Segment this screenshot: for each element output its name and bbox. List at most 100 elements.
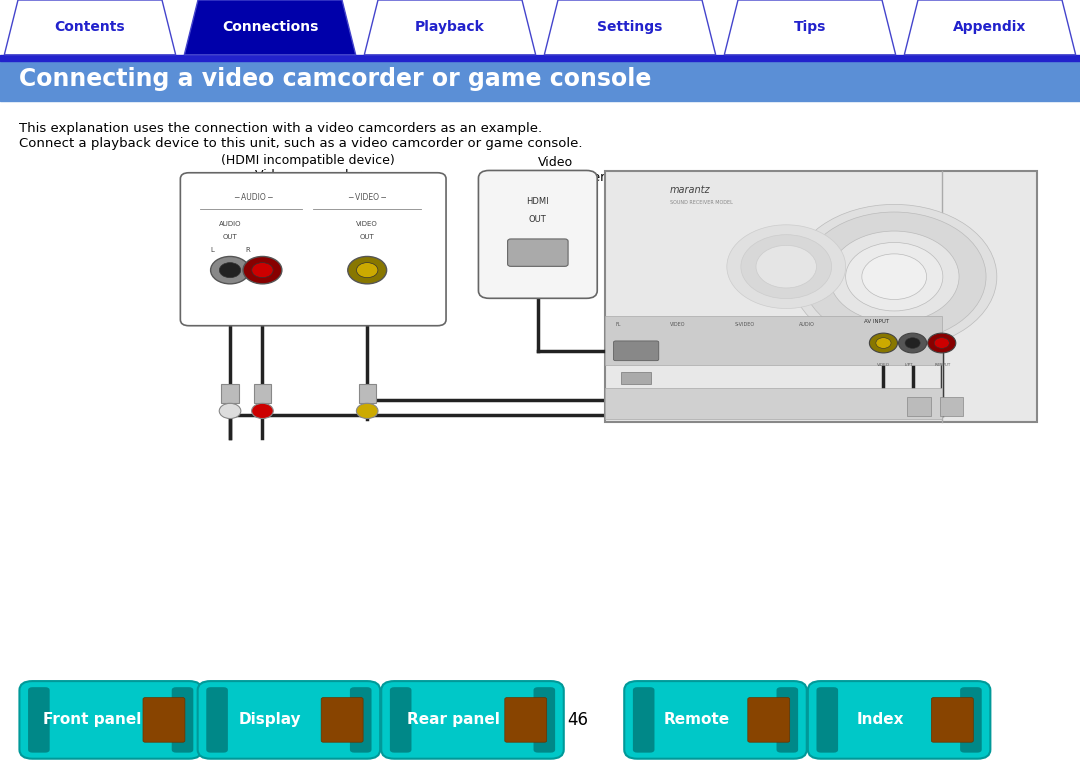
Polygon shape	[4, 0, 176, 55]
Text: Remote: Remote	[663, 712, 730, 728]
Text: (HDMI incompatible device): (HDMI incompatible device)	[221, 154, 394, 167]
Text: 46: 46	[567, 711, 589, 729]
Circle shape	[356, 403, 378, 419]
FancyBboxPatch shape	[613, 341, 659, 361]
Polygon shape	[185, 0, 355, 55]
FancyBboxPatch shape	[28, 687, 50, 753]
Circle shape	[928, 333, 956, 353]
Text: L: L	[211, 247, 215, 253]
Text: HDMI: HDMI	[527, 197, 549, 206]
Circle shape	[741, 234, 832, 298]
Circle shape	[356, 263, 378, 278]
Bar	[907, 397, 931, 416]
Bar	[221, 384, 239, 403]
Bar	[605, 388, 942, 419]
Text: ─ AUDIO ─: ─ AUDIO ─	[234, 193, 273, 202]
FancyBboxPatch shape	[172, 687, 193, 753]
Text: AUDIO: AUDIO	[799, 322, 815, 327]
Text: Rear panel: Rear panel	[407, 712, 500, 728]
Text: Contents: Contents	[55, 21, 125, 34]
Text: OUT: OUT	[529, 215, 546, 224]
Bar	[0, 55, 1080, 61]
Bar	[359, 384, 376, 403]
Circle shape	[243, 256, 282, 284]
FancyBboxPatch shape	[321, 698, 363, 742]
FancyBboxPatch shape	[808, 681, 990, 759]
Circle shape	[252, 403, 273, 419]
FancyBboxPatch shape	[180, 173, 446, 326]
Text: Video camcorder: Video camcorder	[255, 169, 361, 182]
FancyBboxPatch shape	[504, 698, 546, 742]
Bar	[605, 316, 942, 365]
FancyBboxPatch shape	[605, 171, 1037, 422]
FancyBboxPatch shape	[816, 687, 838, 753]
FancyBboxPatch shape	[143, 698, 185, 742]
Circle shape	[792, 205, 997, 349]
Text: L/PT: L/PT	[905, 363, 914, 367]
Text: R/INPUT: R/INPUT	[934, 363, 950, 367]
Circle shape	[252, 263, 273, 278]
FancyBboxPatch shape	[534, 687, 555, 753]
Text: Tips: Tips	[794, 21, 826, 34]
FancyBboxPatch shape	[777, 687, 798, 753]
FancyBboxPatch shape	[508, 239, 568, 266]
FancyBboxPatch shape	[390, 687, 411, 753]
FancyBboxPatch shape	[381, 681, 564, 759]
Bar	[254, 384, 271, 403]
Circle shape	[862, 254, 927, 300]
Text: Appendix: Appendix	[954, 21, 1027, 34]
FancyBboxPatch shape	[478, 170, 597, 298]
Text: VIDEO: VIDEO	[670, 322, 685, 327]
Text: AUDIO: AUDIO	[219, 221, 241, 227]
FancyBboxPatch shape	[198, 681, 380, 759]
Circle shape	[348, 256, 387, 284]
FancyBboxPatch shape	[206, 687, 228, 753]
Circle shape	[802, 212, 986, 342]
Text: VIDEO: VIDEO	[877, 363, 890, 367]
Circle shape	[876, 338, 891, 349]
Text: Video
camcorder: Video camcorder	[538, 156, 605, 184]
Circle shape	[846, 243, 943, 311]
Text: R: R	[245, 247, 249, 253]
FancyBboxPatch shape	[633, 687, 654, 753]
Text: S-VIDEO: S-VIDEO	[734, 322, 755, 327]
Text: This explanation uses the connection with a video camcorders as an example.: This explanation uses the connection wit…	[19, 122, 542, 135]
Circle shape	[905, 338, 920, 349]
FancyBboxPatch shape	[931, 698, 973, 742]
Circle shape	[211, 256, 249, 284]
Polygon shape	[364, 0, 536, 55]
Text: Playback: Playback	[415, 21, 485, 34]
Circle shape	[899, 333, 927, 353]
Text: AV INPUT: AV INPUT	[864, 319, 889, 324]
FancyBboxPatch shape	[624, 681, 807, 759]
Text: Settings: Settings	[597, 21, 663, 34]
FancyBboxPatch shape	[19, 681, 202, 759]
Text: ─ VIDEO ─: ─ VIDEO ─	[348, 193, 387, 202]
Circle shape	[829, 231, 959, 323]
Polygon shape	[725, 0, 895, 55]
Text: SOUND RECEIVER MODEL: SOUND RECEIVER MODEL	[670, 200, 732, 205]
Text: marantz: marantz	[670, 185, 711, 195]
Text: Connecting a video camcorder or game console: Connecting a video camcorder or game con…	[19, 67, 652, 91]
Bar	[621, 372, 651, 384]
Text: FL: FL	[616, 322, 621, 327]
Bar	[0, 57, 1080, 101]
Text: OUT: OUT	[360, 234, 375, 240]
FancyBboxPatch shape	[747, 698, 789, 742]
Circle shape	[934, 338, 949, 349]
Text: Connect a playback device to this unit, such as a video camcorder or game consol: Connect a playback device to this unit, …	[19, 137, 583, 150]
Circle shape	[219, 263, 241, 278]
FancyBboxPatch shape	[960, 687, 982, 753]
Bar	[940, 397, 963, 416]
Circle shape	[727, 224, 846, 308]
Circle shape	[756, 245, 816, 288]
Text: Connections: Connections	[221, 21, 319, 34]
Text: Front panel: Front panel	[43, 712, 141, 728]
Text: VIDEO: VIDEO	[356, 221, 378, 227]
Polygon shape	[904, 0, 1076, 55]
Text: OUT: OUT	[222, 234, 238, 240]
Circle shape	[869, 333, 897, 353]
Text: Index: Index	[856, 712, 904, 728]
Text: Display: Display	[239, 712, 301, 728]
Circle shape	[219, 403, 241, 419]
